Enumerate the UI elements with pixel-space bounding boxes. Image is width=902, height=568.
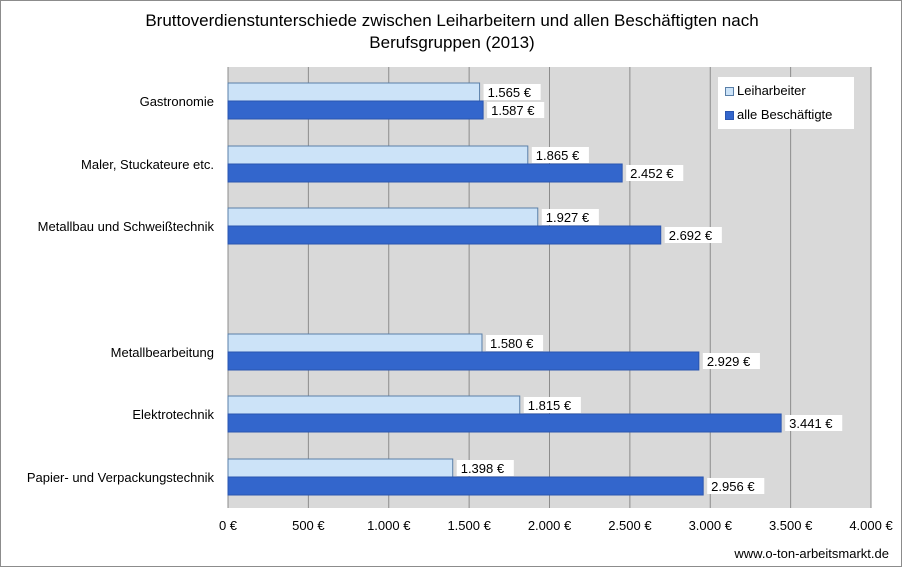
- legend-label-leiharbeiter: Leiharbeiter: [737, 83, 806, 98]
- bar-leiharbeiter: [227, 82, 481, 102]
- data-label: 1.580 €: [490, 336, 534, 351]
- bar-alle-beschaeftigte: [227, 225, 662, 245]
- x-tick-label: 2.500 €: [608, 518, 652, 533]
- x-tick-label: 1.500 €: [447, 518, 491, 533]
- bar-leiharbeiter: [227, 458, 454, 478]
- bar-leiharbeiter: [227, 395, 521, 415]
- bar-alle-beschaeftigte: [227, 100, 484, 120]
- bar-leiharbeiter: [227, 145, 529, 165]
- x-tick-label: 4.000 €: [849, 518, 893, 533]
- data-label-box: [483, 84, 541, 100]
- legend-swatch-leiharbeiter: [725, 87, 734, 97]
- category-label: Gastronomie: [140, 94, 214, 109]
- category-label: Papier- und Verpackungstechnik: [27, 470, 215, 485]
- data-label-box: [523, 397, 581, 413]
- data-label-box: [707, 478, 765, 494]
- bar-alle-beschaeftigte: [227, 351, 700, 371]
- data-label: 1.565 €: [488, 85, 532, 100]
- bar-alle-beschaeftigte: [227, 476, 704, 496]
- category-label: Metallbau und Schweißtechnik: [38, 219, 215, 234]
- data-label-box: [626, 165, 684, 181]
- source-url: www.o-ton-arbeitsmarkt.de: [734, 546, 889, 561]
- data-label: 1.398 €: [461, 461, 505, 476]
- x-tick-label: 3.000 €: [689, 518, 733, 533]
- data-label-box: [664, 227, 722, 243]
- data-label: 2.956 €: [711, 479, 755, 494]
- data-label: 1.865 €: [536, 148, 580, 163]
- data-label-box: [541, 209, 599, 225]
- legend-swatch-alle-beschaeftigte: [725, 111, 734, 121]
- data-label-box: [487, 102, 545, 118]
- data-label: 2.692 €: [669, 228, 713, 243]
- category-label: Maler, Stuckateure etc.: [81, 157, 214, 172]
- legend-item-alle-beschaeftigte: alle Beschäftigte: [725, 107, 832, 122]
- chart-legend: Leiharbeiter alle Beschäftigte: [718, 77, 854, 129]
- chart-title-line-2: Berufsgruppen (2013): [369, 33, 535, 52]
- category-label: Metallbearbeitung: [111, 345, 214, 360]
- x-tick-label: 500 €: [292, 518, 325, 533]
- data-label-box: [485, 335, 544, 351]
- bar-leiharbeiter: [227, 207, 539, 227]
- data-label: 2.929 €: [707, 354, 751, 369]
- data-label-box: [531, 147, 589, 163]
- data-label-box: [456, 460, 514, 476]
- legend-label-alle-beschaeftigte: alle Beschäftigte: [737, 107, 833, 122]
- bar-leiharbeiter: [227, 333, 483, 353]
- x-tick-label: 2.000 €: [528, 518, 572, 533]
- data-label-box: [702, 353, 760, 369]
- data-label: 1.815 €: [528, 398, 572, 413]
- x-tick-label: 1.000 €: [367, 518, 411, 533]
- bar-alle-beschaeftigte: [227, 163, 623, 183]
- category-label: Elektrotechnik: [132, 407, 214, 422]
- data-label: 3.441 €: [789, 416, 833, 431]
- bar-alle-beschaeftigte: [227, 413, 782, 433]
- data-label-box: [785, 415, 843, 431]
- data-label: 2.452 €: [630, 166, 674, 181]
- data-label: 1.587 €: [491, 103, 535, 118]
- x-tick-label: 0 €: [219, 518, 238, 533]
- x-tick-label: 3.500 €: [769, 518, 813, 533]
- data-label: 1.927 €: [546, 210, 590, 225]
- chart-title-line-1: Bruttoverdienstunterschiede zwischen Lei…: [145, 11, 759, 30]
- legend-item-leiharbeiter: Leiharbeiter: [725, 83, 806, 98]
